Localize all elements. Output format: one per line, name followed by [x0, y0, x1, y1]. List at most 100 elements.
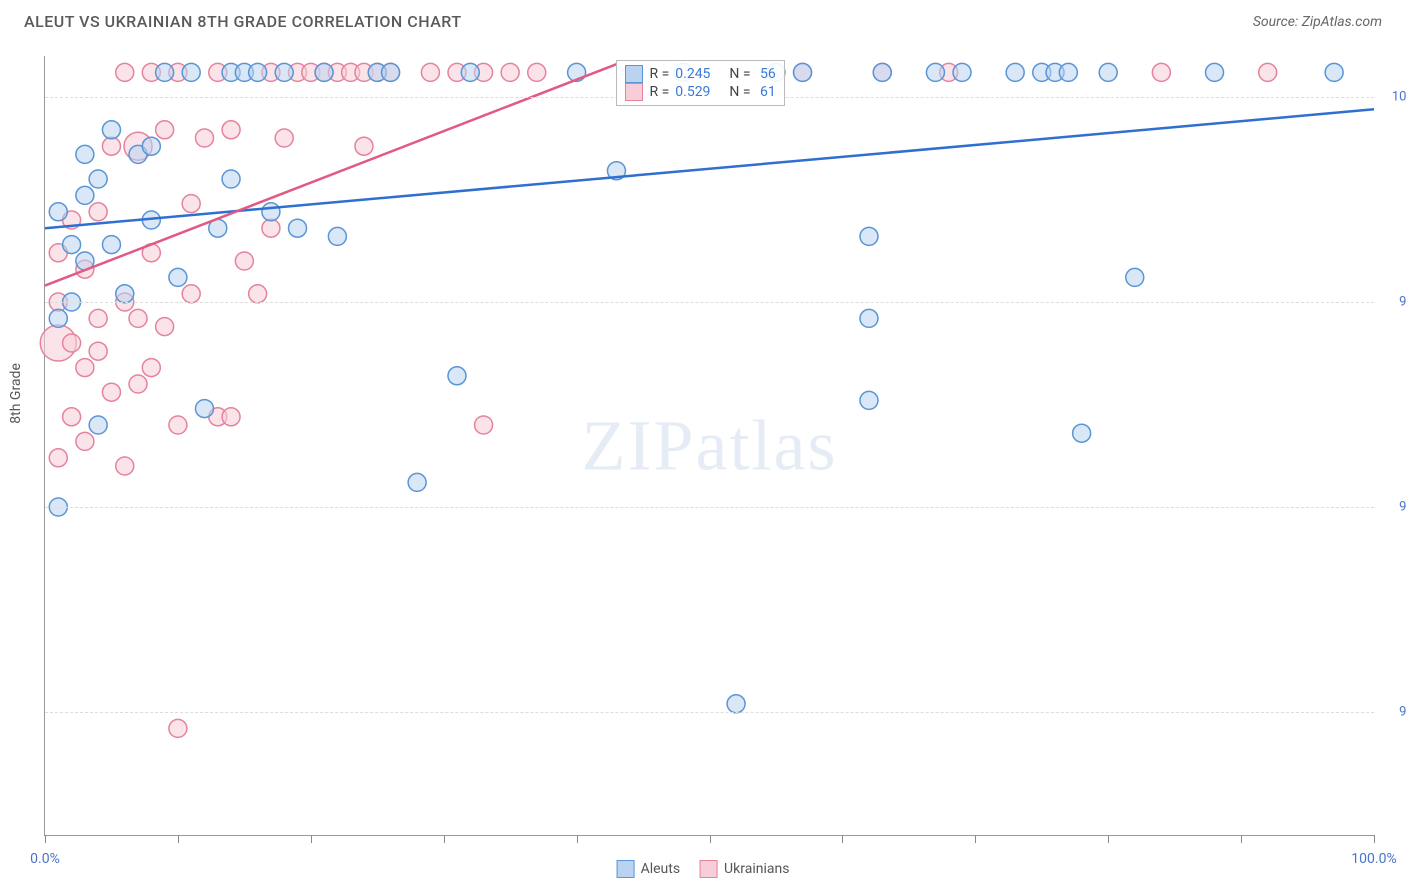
x-tick [842, 835, 843, 843]
data-point [275, 129, 293, 147]
chart-container: 8th Grade ZIPatlas R =0.245 N = 56R =0.5… [44, 56, 1374, 836]
data-point [49, 449, 67, 467]
data-point [156, 318, 174, 336]
data-point [408, 473, 426, 491]
data-point [182, 285, 200, 303]
data-point [262, 219, 280, 237]
source-label: Source: ZipAtlas.com [1253, 14, 1382, 30]
y-axis-label: 8th Grade [8, 363, 24, 424]
data-point [1006, 63, 1024, 81]
data-point [116, 457, 134, 475]
data-point [169, 719, 187, 737]
x-tick [1374, 835, 1375, 843]
y-tick-label: 92.5% [1378, 705, 1406, 720]
y-tick-label: 100.0% [1378, 90, 1406, 105]
data-point [142, 137, 160, 155]
x-tick [444, 835, 445, 843]
data-point [89, 416, 107, 434]
data-point [860, 309, 878, 327]
data-point [182, 195, 200, 213]
x-tick [975, 835, 976, 843]
data-point [926, 63, 944, 81]
data-point [49, 203, 67, 221]
x-tick-label: 0.0% [30, 851, 60, 867]
legend-swatch [625, 83, 643, 101]
legend-label: Ukrainians [724, 861, 789, 877]
data-point [89, 203, 107, 221]
legend-swatch [700, 860, 718, 878]
y-tick-label: 97.5% [1378, 295, 1406, 310]
data-point [475, 416, 493, 434]
data-point [315, 63, 333, 81]
legend-label: Aleuts [641, 861, 680, 877]
plot-svg [45, 56, 1374, 835]
data-point [235, 252, 253, 270]
regression-line [45, 109, 1374, 228]
data-point [49, 309, 67, 327]
data-point [129, 309, 147, 327]
legend-swatch [625, 65, 643, 83]
chart-title: ALEUT VS UKRAINIAN 8TH GRADE CORRELATION… [24, 12, 462, 31]
data-point [1099, 63, 1117, 81]
legend-row: R =0.245 N = 56 [625, 65, 775, 83]
data-point [222, 121, 240, 139]
data-point [355, 137, 373, 155]
data-point [156, 63, 174, 81]
x-tick [311, 835, 312, 843]
x-tick [1108, 835, 1109, 843]
data-point [1259, 63, 1277, 81]
data-point [222, 408, 240, 426]
x-tick [45, 835, 46, 843]
data-point [129, 375, 147, 393]
data-point [727, 695, 745, 713]
data-point [528, 63, 546, 81]
data-point [169, 416, 187, 434]
data-point [262, 203, 280, 221]
legend-item: Ukrainians [700, 860, 789, 878]
data-point [860, 227, 878, 245]
y-tick-label: 95.0% [1378, 500, 1406, 515]
data-point [1152, 63, 1170, 81]
data-point [1206, 63, 1224, 81]
series-legend: Aleuts Ukrainians [617, 860, 790, 878]
data-point [860, 391, 878, 409]
legend-row: R =0.529 N = 61 [625, 83, 775, 101]
data-point [1073, 424, 1091, 442]
data-point [156, 121, 174, 139]
data-point [195, 129, 213, 147]
data-point [76, 186, 94, 204]
x-tick [1241, 835, 1242, 843]
data-point [76, 359, 94, 377]
x-tick-label: 100.0% [1351, 851, 1396, 867]
data-point [873, 63, 891, 81]
data-point [1059, 63, 1077, 81]
x-tick [178, 835, 179, 843]
data-point [89, 170, 107, 188]
legend-item: Aleuts [617, 860, 680, 878]
data-point [102, 383, 120, 401]
data-point [461, 63, 479, 81]
data-point [76, 432, 94, 450]
data-point [182, 63, 200, 81]
data-point [275, 63, 293, 81]
data-point [102, 236, 120, 254]
data-point [953, 63, 971, 81]
data-point [249, 285, 267, 303]
data-point [421, 63, 439, 81]
data-point [102, 121, 120, 139]
data-point [63, 236, 81, 254]
data-point [89, 309, 107, 327]
data-point [328, 227, 346, 245]
data-point [89, 342, 107, 360]
data-point [76, 145, 94, 163]
data-point [501, 63, 519, 81]
data-point [63, 408, 81, 426]
data-point [1325, 63, 1343, 81]
data-point [222, 170, 240, 188]
data-point [794, 63, 812, 81]
data-point [63, 334, 81, 352]
correlation-legend: R =0.245 N = 56R =0.529 N = 61 [616, 60, 784, 106]
legend-swatch [617, 860, 635, 878]
gridline [45, 302, 1374, 303]
data-point [116, 63, 134, 81]
